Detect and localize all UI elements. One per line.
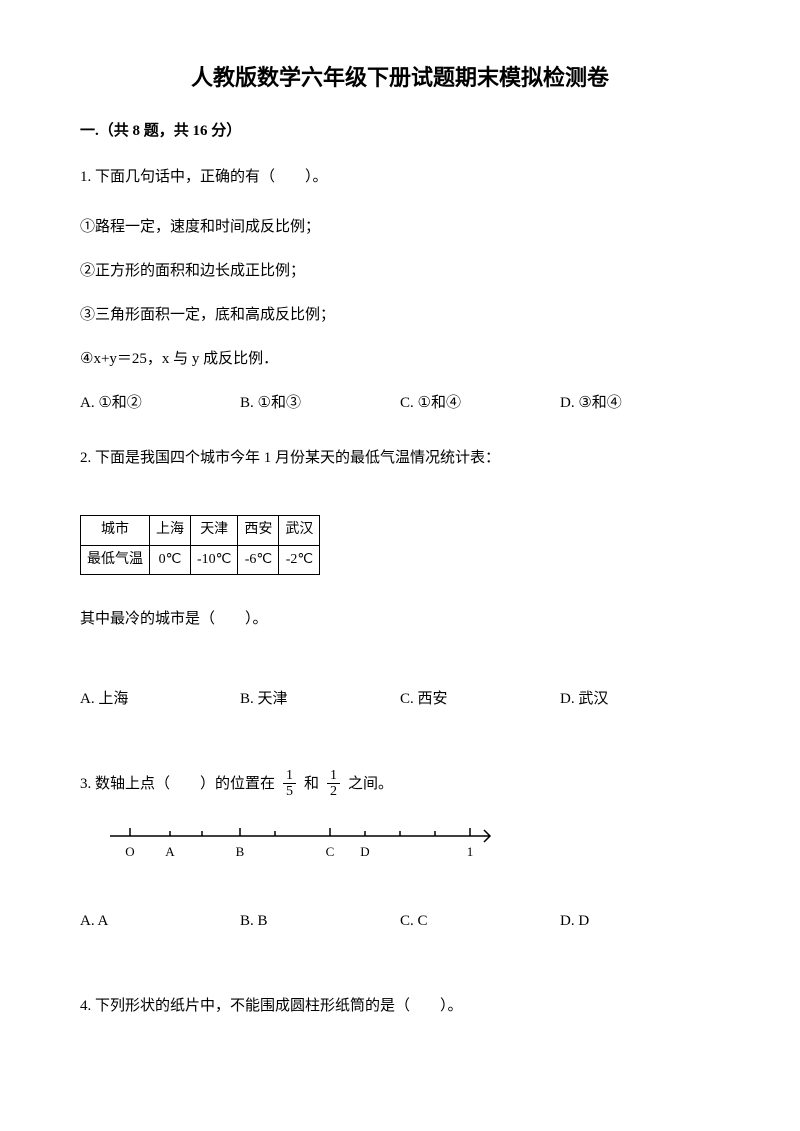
q1-optA: A. ①和② [80,388,240,418]
svg-text:B: B [236,844,245,859]
q3-optA: A. A [80,906,240,936]
q1-optB: B. ①和③ [240,388,400,418]
q2-th-0: 城市 [81,516,150,545]
table-row: 最低气温 0℃ -10℃ -6℃ -2℃ [81,545,320,574]
svg-text:C: C [326,844,335,859]
q3-pre: 3. 数轴上点（ ）的位置在 [80,769,275,799]
q3-stem: 3. 数轴上点（ ）的位置在 1 5 和 1 2 之间。 [80,768,720,800]
q1-optD: D. ③和④ [560,388,720,418]
q3-frac2-den: 2 [327,784,340,799]
table-row: 城市 上海 天津 西安 武汉 [81,516,320,545]
q4-stem: 4. 下列形状的纸片中，不能围成圆柱形纸筒的是（ ）。 [80,990,720,1023]
q2-sub: 其中最冷的城市是（ ）。 [80,603,720,636]
q1-s4: ④x+y＝25，x 与 y 成反比例． [80,344,720,374]
q2-th-1: 上海 [150,516,191,545]
q3-optB: B. B [240,906,400,936]
q3-optD: D. D [560,906,720,936]
q2-stem: 2. 下面是我国四个城市今年 1 月份某天的最低气温情况统计表： [80,442,720,475]
q3-options: A. A B. B C. C D. D [80,906,720,936]
q2-table: 城市 上海 天津 西安 武汉 最低气温 0℃ -10℃ -6℃ -2℃ [80,515,320,575]
q1-s1: ①路程一定，速度和时间成反比例； [80,212,720,242]
page-title: 人教版数学六年级下册试题期末模拟检测卷 [80,60,720,95]
q2-optA: A. 上海 [80,684,240,714]
q3-frac1-num: 1 [283,768,296,784]
q1-optC: C. ①和④ [400,388,560,418]
q2-optD: D. 武汉 [560,684,720,714]
q2-optB: B. 天津 [240,684,400,714]
q1-options: A. ①和② B. ①和③ C. ①和④ D. ③和④ [80,388,720,418]
q2-th-2: 天津 [191,516,238,545]
section-header: 一.（共 8 题，共 16 分） [80,119,720,143]
q3-post: 之间。 [348,769,393,799]
q1-s3: ③三角形面积一定，底和高成反比例； [80,300,720,330]
q1-s2: ②正方形的面积和边长成正比例； [80,256,720,286]
q3-frac2-num: 1 [327,768,340,784]
q3-number-line: O A B C D 1 [100,818,720,886]
number-line-svg: O A B C D 1 [100,818,500,878]
q2-val-0: 0℃ [150,545,191,574]
svg-text:A: A [165,844,175,859]
q2-th-4: 武汉 [279,516,320,545]
q3-mid: 和 [304,769,319,799]
q3-optC: C. C [400,906,560,936]
q2-th-3: 西安 [238,516,279,545]
q3-frac1-den: 5 [283,784,296,799]
svg-text:1: 1 [467,844,474,859]
q2-val-3: -2℃ [279,545,320,574]
q3-frac2: 1 2 [327,768,340,800]
q2-val-2: -6℃ [238,545,279,574]
q2-row-label: 最低气温 [81,545,150,574]
svg-text:D: D [360,844,369,859]
q1-stem: 1. 下面几句话中，正确的有（ ）。 [80,161,720,194]
q2-options: A. 上海 B. 天津 C. 西安 D. 武汉 [80,684,720,714]
svg-text:O: O [125,844,134,859]
q3-frac1: 1 5 [283,768,296,800]
q2-optC: C. 西安 [400,684,560,714]
q2-val-1: -10℃ [191,545,238,574]
